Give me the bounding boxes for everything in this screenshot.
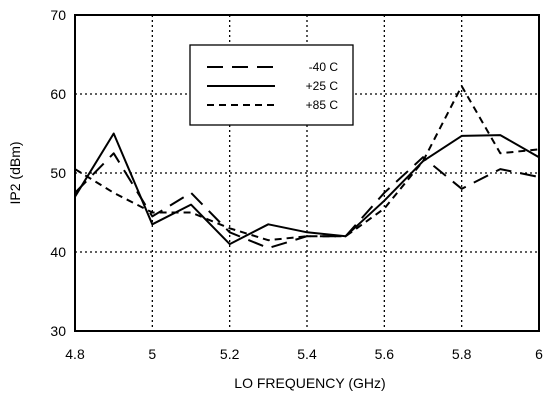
legend-label: -40 C bbox=[309, 60, 339, 74]
x-tick-label: 5.2 bbox=[220, 346, 240, 362]
x-tick-label: 5.4 bbox=[297, 346, 317, 362]
legend-label: +25 C bbox=[306, 79, 339, 93]
y-tick-label: 40 bbox=[50, 244, 66, 260]
x-tick-label: 6 bbox=[535, 346, 543, 362]
y-tick-label: 50 bbox=[50, 165, 66, 181]
x-axis-title: LO FREQUENCY (GHz) bbox=[234, 375, 385, 391]
x-tick-label: 5.6 bbox=[375, 346, 395, 362]
y-tick-label: 60 bbox=[50, 86, 66, 102]
x-tick-label: 5 bbox=[148, 346, 156, 362]
series-line-25c bbox=[74, 132, 540, 246]
y-axis-title: IP2 (dBm) bbox=[7, 141, 23, 204]
x-tick-label: 5.8 bbox=[452, 346, 472, 362]
y-tick-labels: 30 40 50 60 70 bbox=[50, 7, 66, 339]
legend: -40 C +25 C +85 C bbox=[189, 44, 354, 126]
y-tick-label: 30 bbox=[50, 323, 66, 339]
x-tick-label: 4.8 bbox=[65, 346, 85, 362]
x-tick-labels: 4.8 5 5.2 5.4 5.6 5.8 6 bbox=[65, 346, 543, 362]
series-lines bbox=[74, 85, 540, 250]
legend-label: +85 C bbox=[306, 98, 339, 112]
y-tick-label: 70 bbox=[50, 7, 66, 23]
series-line-85c bbox=[74, 85, 540, 242]
series-line-40c bbox=[74, 152, 540, 250]
plot-frame bbox=[74, 14, 540, 332]
